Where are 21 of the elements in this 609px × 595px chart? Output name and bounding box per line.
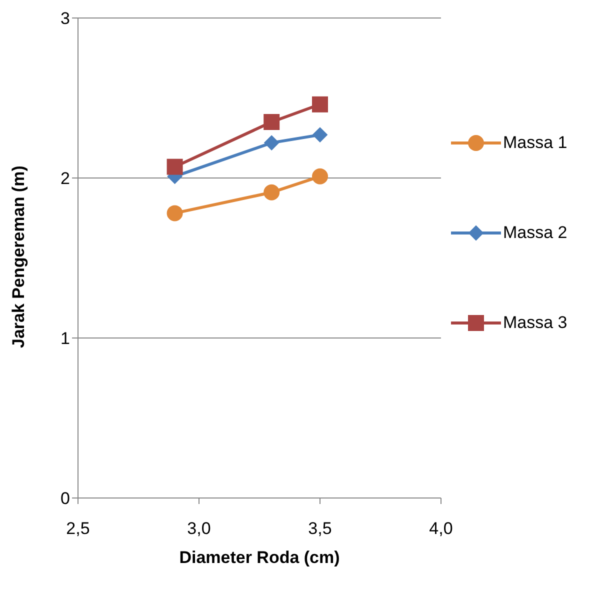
- y-tick-label: 0: [60, 489, 70, 508]
- point: [312, 96, 328, 112]
- y-axis-title: Jarak Pengereman (m): [9, 166, 28, 348]
- x-tick-label: 3,0: [187, 519, 211, 538]
- point: [264, 135, 280, 150]
- point: [166, 158, 183, 175]
- point: [264, 114, 280, 130]
- y-tick-label: 3: [60, 9, 70, 28]
- legend-label: Massa 3: [503, 313, 568, 333]
- point: [312, 168, 328, 184]
- point: [264, 184, 280, 200]
- legend-label: Massa 2: [503, 223, 568, 243]
- x-tick-label: 2,5: [66, 519, 90, 538]
- y-tick-label: 1: [60, 329, 70, 348]
- y-tick-label: 2: [60, 169, 70, 188]
- legend-label: Massa 1: [503, 133, 568, 153]
- x-tick-label: 4,0: [429, 519, 453, 538]
- point: [312, 127, 328, 142]
- x-tick-label: 3,5: [308, 519, 332, 538]
- point: [166, 205, 183, 222]
- x-axis-title: Diameter Roda (cm): [179, 548, 340, 567]
